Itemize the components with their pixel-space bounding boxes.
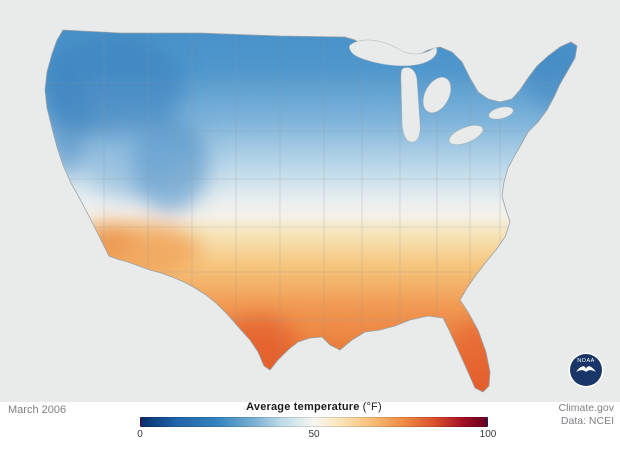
- legend-unit: (°F): [362, 401, 382, 413]
- us-average-temperature-map: [0, 0, 620, 402]
- legend-title-text: Average temperature: [246, 401, 360, 413]
- colorbar-ticks: 0 50 100: [137, 429, 496, 443]
- legend-title: Average temperature (°F): [140, 401, 488, 413]
- credit-data-source: Data: NCEI: [560, 415, 614, 427]
- great-lakes: [349, 39, 514, 145]
- temperature-colorbar: [140, 417, 488, 427]
- tick-label-100: 100: [479, 429, 497, 440]
- credit-climate-gov: Climate.gov: [558, 402, 614, 414]
- tick-label-50: 50: [308, 429, 320, 440]
- temperature-legend: Average temperature (°F) 0 50 100: [137, 401, 496, 443]
- tick-label-0: 0: [137, 429, 143, 440]
- noaa-seagull-icon: [576, 366, 596, 372]
- noaa-logo-text: NOAA: [577, 358, 595, 364]
- credits: Climate.gov Data: NCEI: [559, 402, 614, 428]
- map-date-label: March 2006: [8, 404, 67, 416]
- noaa-logo: NOAA: [568, 352, 604, 388]
